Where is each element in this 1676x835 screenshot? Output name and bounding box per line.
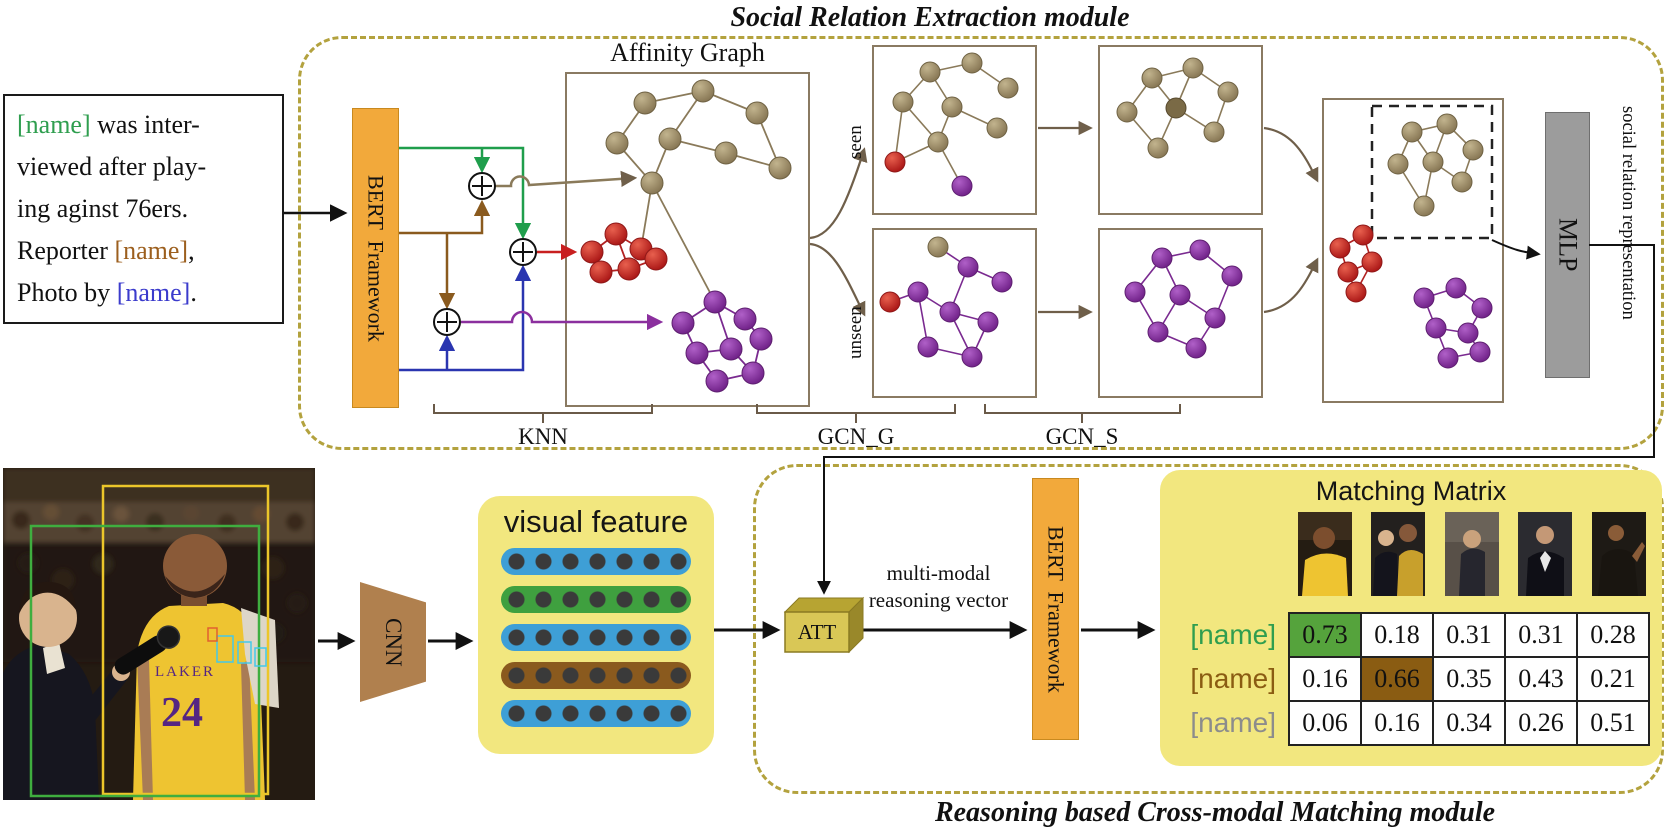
visual-feature-panel: visual feature — [478, 496, 714, 754]
unseen-graph-box-2 — [1098, 228, 1263, 398]
caption-line-5: Photo by [name]. — [17, 272, 270, 314]
mlp-box: MLP — [1545, 112, 1590, 378]
cnn-box: CNN — [360, 582, 426, 702]
mlp-label: MLP — [1553, 218, 1583, 272]
matching-matrix-panel: Matching Matrix [name] 0.73 0.18 0.31 0.… — [1160, 470, 1662, 766]
matrix-row: [name] 0.16 0.66 0.35 0.43 0.21 — [1168, 656, 1650, 702]
seen-label: seen — [845, 125, 866, 159]
orange-bbox — [207, 627, 218, 642]
seen-graph-box-1 — [872, 45, 1037, 215]
person-crop-3 — [1445, 512, 1499, 596]
caption-text: Photo by — [17, 278, 117, 307]
caption-text: , — [188, 236, 195, 265]
caption-line-4: Reporter [name], — [17, 230, 270, 272]
att-label: ATT — [797, 620, 837, 644]
matrix-cell: 0.35 — [1432, 656, 1506, 702]
cyan-bbox — [237, 641, 252, 664]
gcn-g-label: GCN_G — [817, 424, 895, 449]
feature-strip — [501, 662, 691, 689]
matrix-cell: 0.26 — [1504, 700, 1578, 746]
bottom-module-title: Reasoning based Cross-modal Matching mod… — [934, 797, 1496, 828]
yellow-bbox — [101, 484, 270, 796]
matrix-cell: 0.66 — [1360, 656, 1434, 702]
matching-matrix-title: Matching Matrix — [1315, 476, 1507, 506]
matrix-cell: 0.51 — [1576, 700, 1650, 746]
social-relation-representation-label: social relation representation — [1618, 106, 1638, 320]
bert-framework-label: BERT Framework — [1043, 525, 1069, 693]
affinity-graph-box — [565, 72, 810, 407]
cyan-bbox — [254, 647, 267, 667]
name-token-blue: [name] — [116, 278, 191, 307]
multimodal-vector-line1: multi-modal — [886, 561, 991, 585]
press-photo-scene: LAKER 24 — [0, 468, 315, 800]
matrix-cell: 0.28 — [1576, 612, 1650, 658]
feature-strip — [501, 700, 691, 727]
visual-feature-title: visual feature — [503, 504, 689, 539]
top-module-title: Social Relation Extraction module — [730, 2, 1130, 33]
gcn-s-label: GCN_S — [1045, 424, 1119, 449]
matrix-row-label: [name] — [1190, 619, 1276, 650]
caption-text: Reporter — [17, 236, 115, 265]
multimodal-vector-label: multi-modal reasoning vector — [856, 560, 1021, 614]
caption-line-3: ing aginst 76ers. — [17, 194, 189, 223]
matrix-cell: 0.16 — [1288, 656, 1362, 702]
person-crop-5 — [1592, 512, 1646, 596]
feature-strip — [501, 624, 691, 651]
detection-boxes — [29, 484, 270, 798]
matrix-row: [name] 0.06 0.16 0.34 0.26 0.51 — [1168, 700, 1650, 746]
press-photo: LAKER 24 — [0, 468, 315, 800]
caption-line-1: [name] was inter- — [17, 104, 270, 146]
person-crop-2 — [1371, 512, 1425, 596]
matrix-cell: 0.73 — [1288, 612, 1362, 658]
matrix-cell: 0.06 — [1288, 700, 1362, 746]
jersey-text: LAKER — [155, 664, 215, 680]
matrix-cell: 0.18 — [1360, 612, 1434, 658]
cnn-label: CNN — [381, 617, 406, 667]
jersey-number: 24 — [161, 690, 203, 736]
caption-text: was inter- — [90, 110, 200, 139]
person-crop-4 — [1518, 512, 1572, 596]
feature-strip — [501, 548, 691, 575]
matrix-cell: 0.16 — [1360, 700, 1434, 746]
matrix-cell: 0.34 — [1432, 700, 1506, 746]
person-crop-1 — [1298, 512, 1352, 596]
bert-framework-box-bottom: BERT Framework — [1032, 478, 1079, 740]
bert-framework-label: BERT Framework — [363, 174, 389, 342]
matrix-cell: 0.31 — [1432, 612, 1506, 658]
matrix-row-label: [name] — [1190, 663, 1276, 694]
matrix-row-label: [name] — [1190, 707, 1276, 738]
knn-label: KNN — [518, 424, 568, 449]
name-token-brown: [name] — [114, 236, 189, 265]
multimodal-vector-line2: reasoning vector — [868, 588, 1009, 612]
matrix-cell: 0.21 — [1576, 656, 1650, 702]
matching-matrix-grid: [name] 0.73 0.18 0.31 0.31 0.28 [name] 0… — [1168, 612, 1650, 746]
cyan-bbox — [216, 635, 234, 663]
unseen-graph-box-1 — [872, 228, 1037, 398]
name-token-green: [name] — [17, 110, 91, 139]
affinity-graph-label: Affinity Graph — [610, 38, 765, 67]
caption-line-2: viewed after play- — [17, 152, 207, 181]
matrix-row: [name] 0.73 0.18 0.31 0.31 0.28 — [1168, 612, 1650, 658]
feature-strip — [501, 586, 691, 613]
caption-text: . — [190, 278, 197, 307]
bert-framework-box-top: BERT Framework — [352, 108, 399, 408]
unseen-label: unseen — [845, 306, 866, 360]
matrix-cell: 0.43 — [1504, 656, 1578, 702]
matrix-cell: 0.31 — [1504, 612, 1578, 658]
seen-graph-box-2 — [1098, 45, 1263, 215]
microphone — [114, 625, 181, 675]
green-bbox — [29, 524, 261, 798]
caption-text-box: [name] was inter- viewed after play- ing… — [3, 94, 284, 324]
merged-graph-box — [1322, 98, 1504, 403]
